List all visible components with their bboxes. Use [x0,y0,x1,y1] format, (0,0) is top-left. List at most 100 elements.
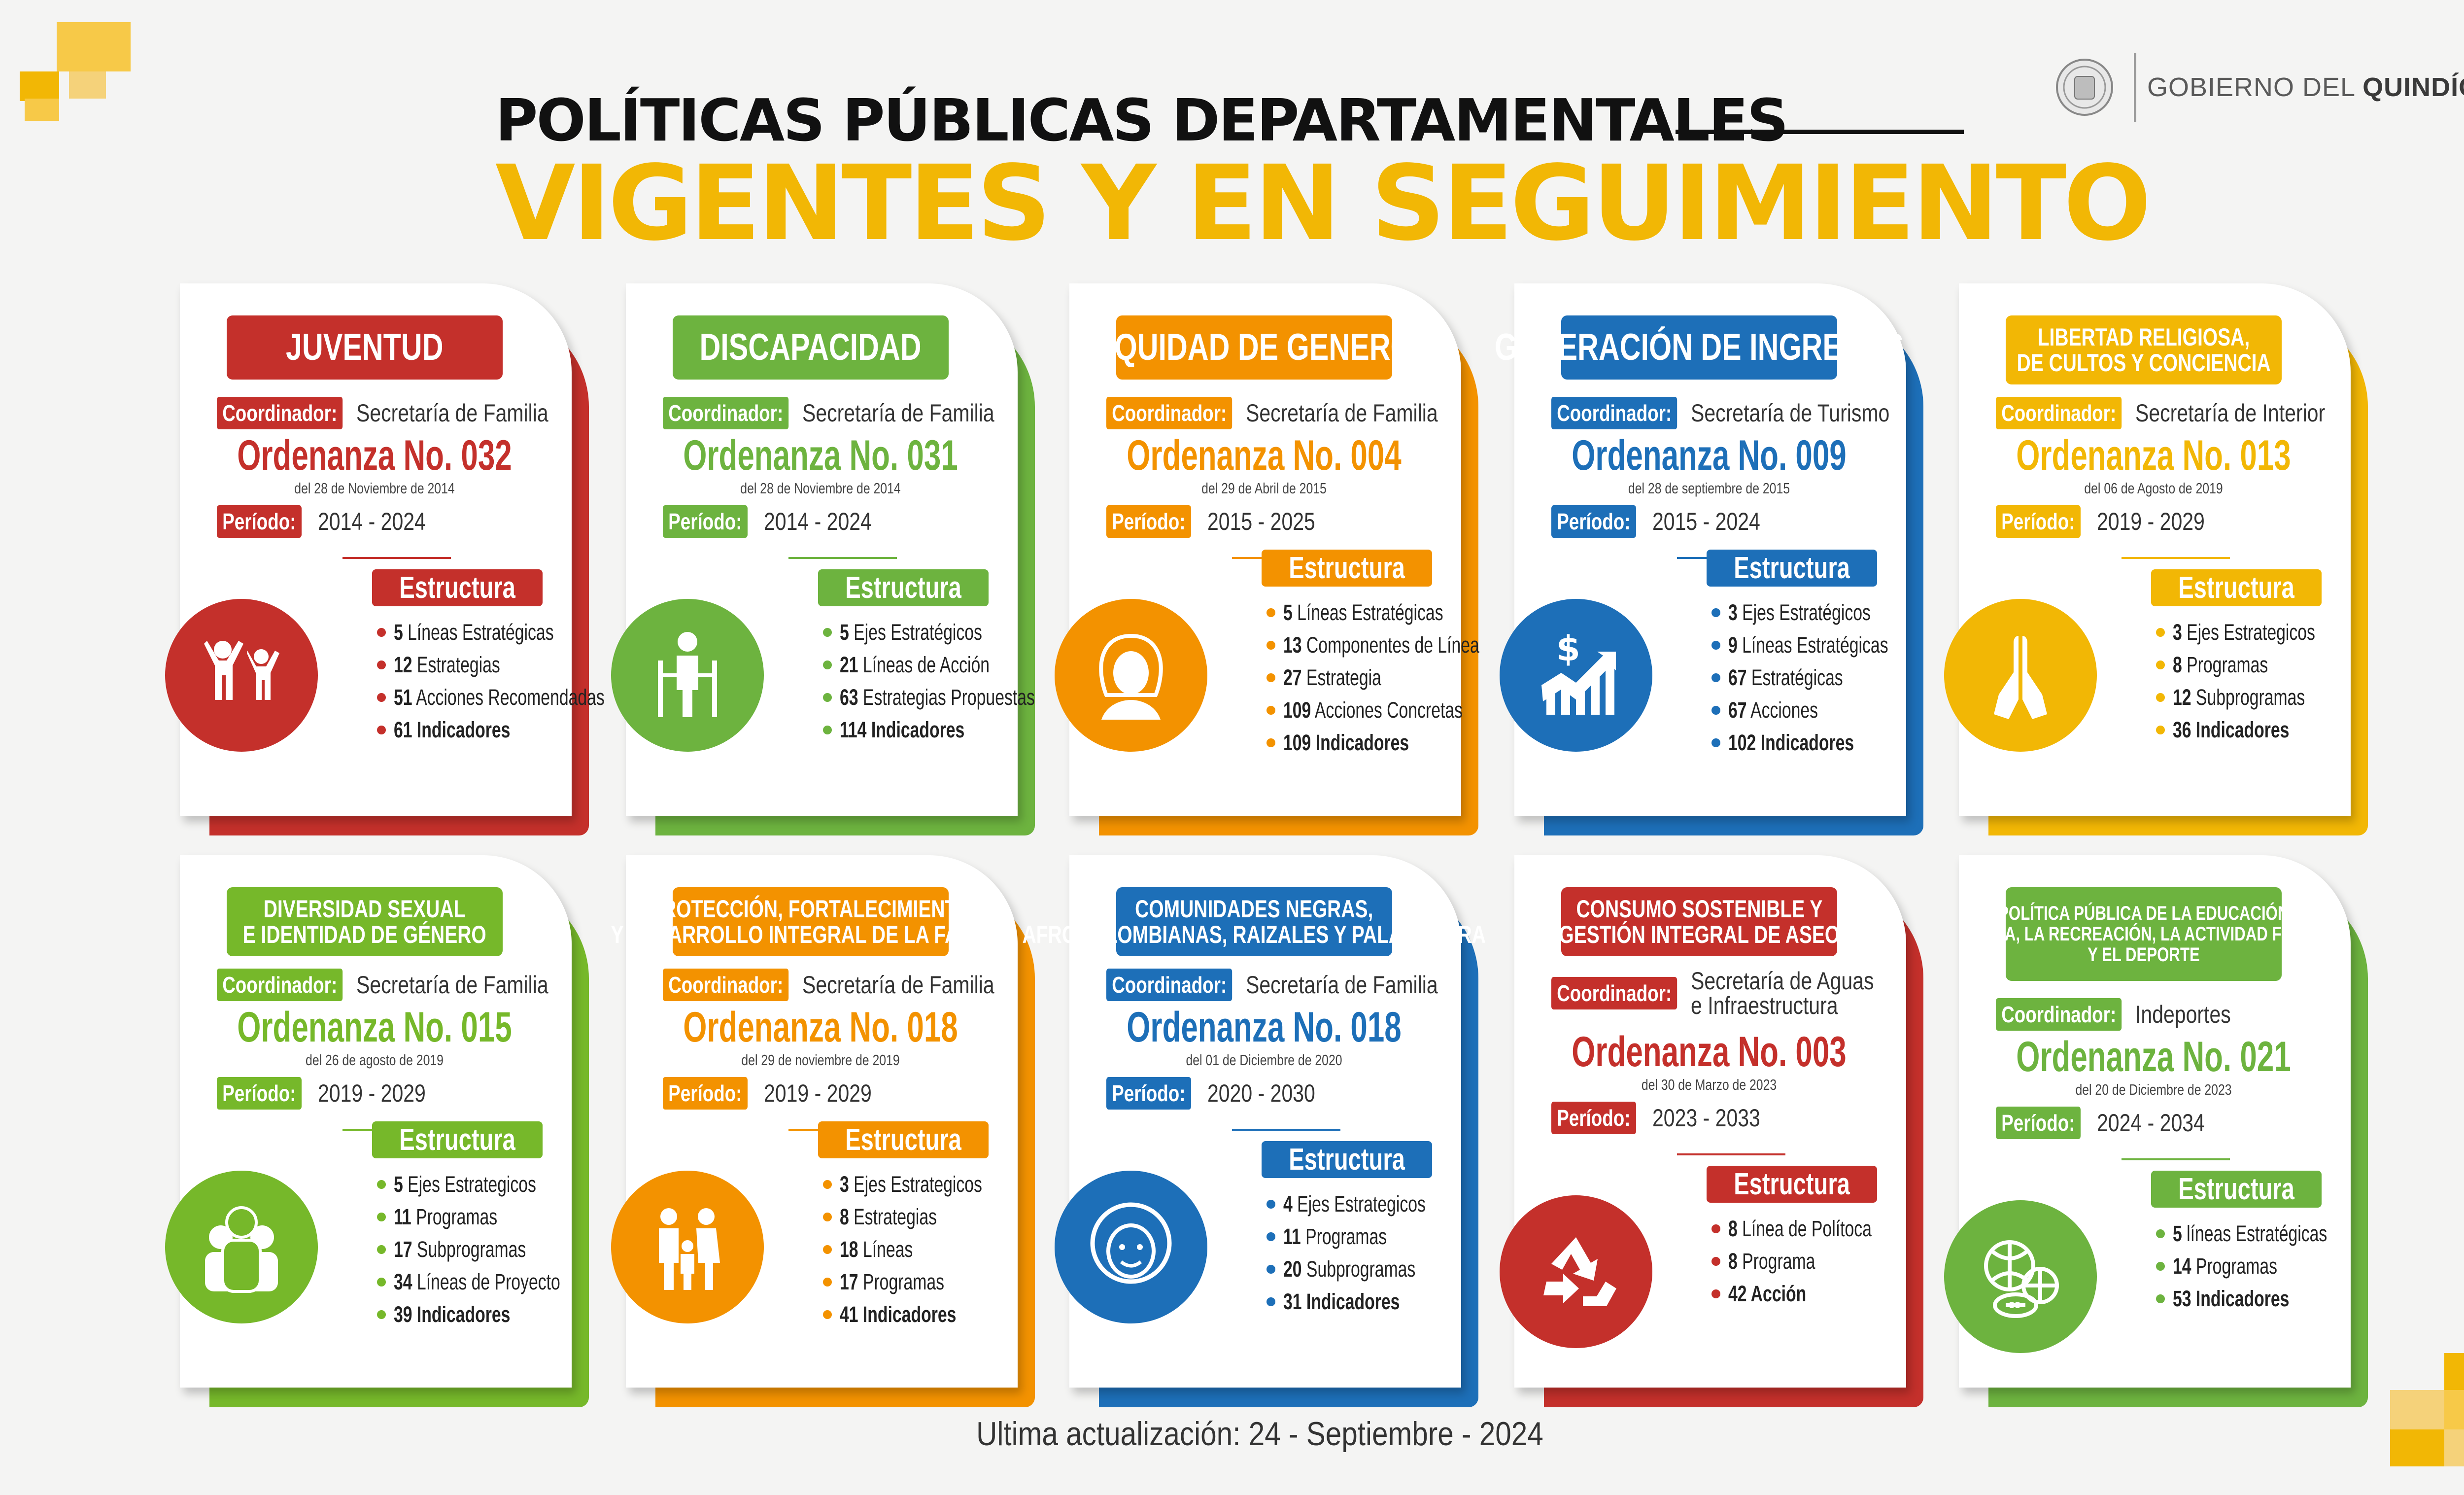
title-underline [1676,130,1964,134]
structure-item: 8 Programa [1711,1245,1919,1278]
coordinator-value: Secretaría de Familia [1246,971,1438,999]
structure-label: Estructura [372,569,543,606]
structure-list: 3 Ejes Estrategicos 8 Programas 12 Subpr… [2156,616,2362,746]
government-name: GOBIERNO DEL QUINDÍO [2147,72,2464,102]
period-value: 2023 - 2033 [1652,1104,1760,1132]
decor-square [2444,1429,2464,1466]
policy-name: GENERACIÓN DE INGRESOS [1495,315,1904,380]
policy-icon [165,1171,318,1323]
period-row: Período: 2024 - 2034 [1996,1107,2228,1139]
policy-name-line: GESTIÓN INTEGRAL DE ASEO [1559,921,1840,948]
period-value: 2020 - 2030 [1207,1079,1315,1107]
structure-item: 8 Estrategias [823,1201,1029,1233]
structure-item: 8 Programas [2156,649,2362,681]
coordinator-label: Coordinador: [663,969,789,1001]
coordinator-label: Coordinador: [1996,998,2122,1031]
government-logo: GOBIERNO DEL QUINDÍO [2055,53,2464,122]
sports-balls-icon [1984,1240,2059,1318]
structure-item: 102 Indicadores [1711,727,1942,759]
coordinator-row: Coordinador: Secretaría de Familia [217,969,591,1001]
period-value: 2015 - 2024 [1652,508,1760,535]
bullet [823,693,832,702]
period-label: Período: [1996,505,2081,538]
coordinator-row: Coordinador: Secretaría de Familia [217,397,591,429]
coordinator-value: Secretaría de Familia [802,399,994,427]
structure-item: 9 Líneas Estratégicas [1711,629,1942,661]
policy-icon [1944,1200,2097,1353]
coordinator-row: Coordinador: Secretaría de Familia [663,969,1037,1001]
period-row: Período: 2019 - 2029 [663,1077,895,1110]
bullet [2156,628,2165,637]
bullet [823,1213,832,1221]
structure-item: 114 Indicadores [823,714,1100,746]
bullet [823,1245,832,1254]
bullet [377,628,386,637]
coordinator-row: Coordinador: Indeportes [1996,998,2252,1031]
policy-name: DIVERSIDAD SEXUAL E IDENTIDAD DE GÉNERO [227,887,503,956]
structure-item: 31 Indicadores [1266,1286,1473,1318]
structure-label: Estructura [2151,1171,2322,1208]
coordinator-label: Coordinador: [1106,397,1232,429]
period-label: Período: [1106,505,1191,538]
recycle-icon [1543,1237,1616,1306]
structure-label: Estructura [818,1121,989,1158]
ordinance-date: del 28 de Noviembre de 2014 [740,480,901,497]
decor-square [2444,1390,2464,1429]
last-updated: Ultima actualización: 24 - Septiembre - … [976,1415,1543,1453]
bullet [2156,1229,2165,1238]
divider [2122,557,2230,559]
bullet [2156,1262,2165,1271]
ordinance-number: Ordenanza No. 015 [237,1004,512,1051]
divider [342,557,451,559]
people-diversity-icon [205,1206,278,1293]
policy-card: COMUNIDADES NEGRAS, AFROCOLOMBIANAS, RAIZ… [1023,855,1503,1427]
policy-card: PROTECCIÓN, FORTALECIMIENTO Y DESARROLLO … [611,855,1060,1427]
policy-name: DISCAPACIDAD [673,315,949,380]
ordinance-number: Ordenanza No. 013 [2016,432,2291,479]
policy-name-line: LIBERTAD RELIGIOSA, [2037,323,2250,351]
policy-name: PROTECCIÓN, FORTALECIMIENTO Y DESARROLLO … [611,887,1011,956]
logo-divider [2134,53,2136,122]
bullet [377,1180,386,1189]
structure-list: 8 Línea de Polítoca 8 Programa 42 Acción [1711,1213,1919,1310]
structure-item: 63 Estrategias Propuestas [823,681,1100,714]
coordinator-row: Coordinador: Secretaría de Turismo [1551,397,1933,429]
bullet [1266,1265,1275,1274]
ordinance-number: Ordenanza No. 018 [683,1004,958,1051]
policy-name-line: E IDENTIDAD DE GÉNERO [242,921,487,948]
period-value: 2024 - 2034 [2096,1109,2205,1137]
afro-face-icon [1090,1202,1172,1284]
coordinator-value: Secretaría de Familia [802,971,994,999]
ordinance-date: del 30 de Marzo de 2023 [1641,1076,1777,1093]
bullet [823,1180,832,1189]
disability-icon [658,632,717,717]
bullet [2156,726,2165,734]
structure-item: 13 Componentes de Línea [1266,629,1544,661]
period-label: Período: [1106,1077,1191,1110]
divider [788,557,897,559]
period-label: Período: [1551,505,1636,538]
policy-icon [1055,599,1207,752]
policy-icon: $ [1500,599,1652,752]
structure-item: 3 Ejes Estrategicos [823,1168,1029,1201]
structure-list: 5 Ejes Estratégicos 21 Líneas de Acción … [823,616,1100,746]
ordinance-number: Ordenanza No. 018 [1127,1004,1402,1051]
bullet [1711,706,1720,715]
bullet [377,1278,386,1286]
policy-card: GENERACIÓN DE INGRESOS Coordinador: Secr… [1495,283,1948,855]
coordinator-row: Coordinador: Secretaría de Aguas e Infrae… [1551,969,1914,1018]
page-title-line1: POLÍTICAS PÚBLICAS DEPARTAMENTALES [495,86,1789,154]
structure-list: 5 Líneas Estratégicas 13 Componentes de … [1266,596,1544,759]
period-value: 2015 - 2025 [1207,508,1315,535]
policy-name-line: DE CULTOS Y CONCIENCIA [2017,349,2271,377]
structure-list: 5 líneas Estratégicas 14 Programas 53 In… [2156,1217,2379,1315]
structure-item: 109 Acciones Concretas [1266,694,1544,727]
structure-item: 36 Indicadores [2156,714,2362,746]
structure-item: 27 Estrategia [1266,661,1544,694]
bullet [2156,1294,2165,1303]
structure-item: 4 Ejes Estrategicos [1266,1188,1473,1220]
decor-square [2444,1353,2464,1392]
structure-item: 5 Ejes Estrategicos [377,1168,616,1201]
policy-name: LIBERTAD RELIGIOSA, DE CULTOS Y CONCIENCI… [2006,315,2282,384]
bullet [377,726,386,734]
